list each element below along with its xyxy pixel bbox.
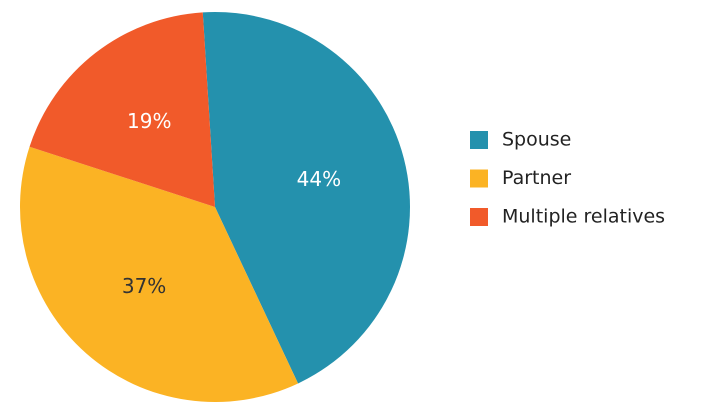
slice-label: 37% — [122, 274, 166, 298]
pie-slice — [19, 146, 299, 402]
legend-swatch — [470, 131, 488, 149]
pie-slice — [29, 12, 216, 208]
slice-label: 19% — [127, 109, 171, 133]
legend-label: Multiple relatives — [502, 206, 665, 228]
slice-label: 44% — [297, 167, 341, 191]
legend-swatch — [470, 208, 488, 226]
legend-label: Spouse — [502, 129, 571, 151]
legend-swatch — [470, 169, 488, 188]
legend-label: Partner — [502, 167, 571, 189]
pie-slice — [202, 12, 410, 384]
